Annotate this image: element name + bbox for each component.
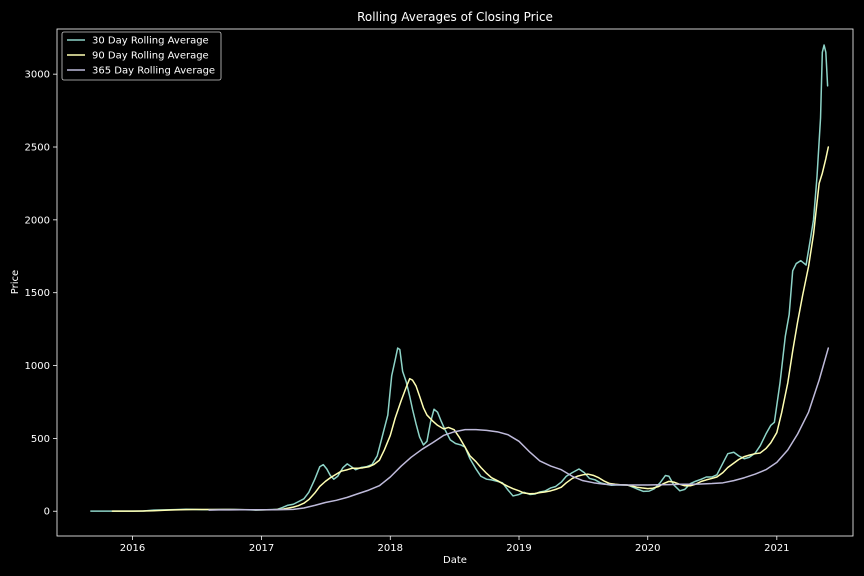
x-tick-label-4: 2019 bbox=[506, 543, 531, 554]
legend: 30 Day Rolling Average 90 Day Rolling Ave… bbox=[61, 31, 222, 81]
x-axis: 2016 2017 2018 2019 2020 2021 bbox=[120, 536, 790, 554]
chart-title: Rolling Averages of Closing Price bbox=[357, 10, 553, 24]
y-tick-label-1: 0 bbox=[44, 507, 50, 518]
legend-label-1: 30 Day Rolling Average bbox=[92, 36, 209, 47]
legend-label-2: 90 Day Rolling Average bbox=[92, 51, 209, 62]
x-tick-label-1: 2016 bbox=[120, 543, 145, 554]
legend-frame bbox=[61, 31, 222, 81]
series-line-2 bbox=[111, 146, 830, 512]
y-tick-label-7: 3000 bbox=[25, 70, 50, 81]
series-line-3 bbox=[208, 347, 830, 511]
x-tick-label-2: 2017 bbox=[249, 543, 274, 554]
x-tick-label-5: 2020 bbox=[635, 543, 660, 554]
y-axis: 0 500 1000 1500 2000 2500 3000 bbox=[25, 70, 57, 518]
x-tick-label-3: 2018 bbox=[378, 543, 403, 554]
plot-area-frame bbox=[56, 28, 854, 537]
y-tick-label-4: 1500 bbox=[25, 288, 50, 299]
x-tick-label-6: 2021 bbox=[764, 543, 789, 554]
y-tick-label-5: 2000 bbox=[25, 215, 50, 226]
y-tick-label-6: 2500 bbox=[25, 143, 50, 154]
legend-label-3: 365 Day Rolling Average bbox=[92, 66, 215, 77]
y-tick-label-2: 500 bbox=[31, 434, 50, 445]
x-axis-label: Date bbox=[443, 555, 467, 566]
y-tick-label-3: 1000 bbox=[25, 361, 50, 372]
y-axis-label: Price bbox=[10, 270, 21, 294]
series-layer bbox=[90, 44, 830, 512]
